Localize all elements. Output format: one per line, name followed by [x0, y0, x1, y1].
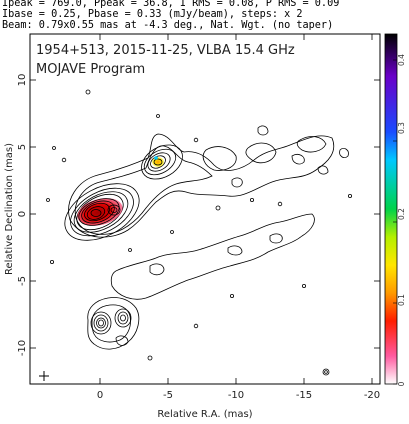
x-tick-label: -15 — [296, 390, 312, 401]
y-ticks — [30, 79, 380, 349]
y-tick-label: 10 — [17, 74, 28, 87]
colorbar-tick-label: 0.2 — [397, 208, 406, 220]
y-tick-label: 0 — [17, 211, 28, 217]
colorbar-tick-label: 0 — [397, 381, 406, 386]
y-tick-label: -5 — [17, 276, 28, 286]
colorbar-ticks — [393, 59, 397, 385]
colorbar-tick-label: 0.1 — [397, 294, 406, 306]
plot-subtitle: MOJAVE Program — [36, 62, 145, 77]
x-tick-label: -20 — [364, 390, 380, 401]
y-axis-title: Relative Declination (mas) — [4, 143, 15, 275]
x-tick-label: 0 — [97, 390, 103, 401]
x-axis-title: Relative R.A. (mas) — [157, 409, 252, 420]
colorbar-tick-label: 0.4 — [397, 54, 406, 66]
y-tick-label: -10 — [17, 340, 28, 356]
plot-title: 1954+513, 2015-11-25, VLBA 15.4 GHz — [36, 43, 295, 58]
header-line-2: Ibase = 0.25, Pbase = 0.33 (mJy/beam), s… — [2, 9, 303, 20]
colorbar-tick-label: 0.3 — [397, 122, 406, 134]
header-line-3: Beam: 0.79x0.55 mas at -4.3 deg., Nat. W… — [2, 20, 334, 31]
colorbar — [384, 33, 398, 385]
contour-map — [39, 89, 352, 381]
y-tick-label: 5 — [17, 144, 28, 150]
header-line-1: Ipeak = 769.0, Ppeak = 36.8, I RMS = 0.0… — [2, 0, 340, 9]
x-ticks — [99, 34, 373, 384]
x-tick-label: -5 — [163, 390, 173, 401]
x-tick-label: -10 — [228, 390, 244, 401]
